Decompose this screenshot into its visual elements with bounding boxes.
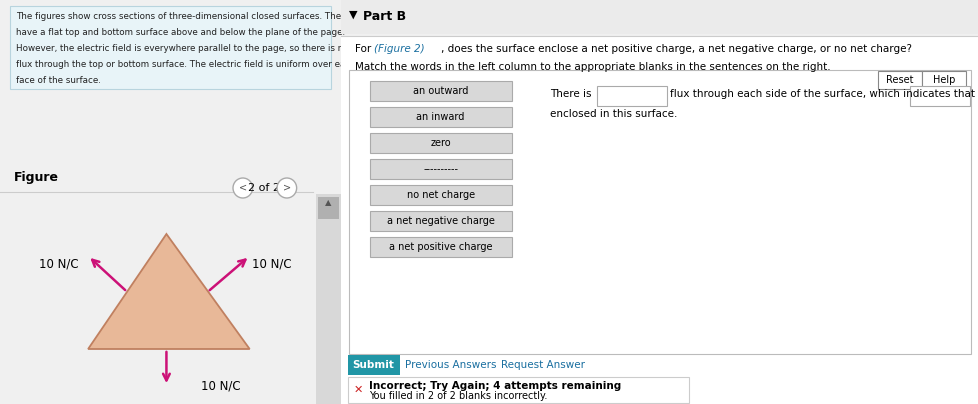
Text: The figures show cross sections of three-dimensional closed surfaces. They: The figures show cross sections of three… (16, 12, 345, 21)
FancyBboxPatch shape (370, 81, 511, 101)
Text: ✕: ✕ (354, 385, 363, 395)
FancyBboxPatch shape (347, 377, 689, 403)
Text: an inward: an inward (416, 112, 465, 122)
FancyBboxPatch shape (370, 107, 511, 127)
FancyBboxPatch shape (316, 194, 340, 404)
FancyBboxPatch shape (318, 197, 338, 219)
Text: >: > (283, 183, 290, 193)
FancyBboxPatch shape (921, 71, 965, 89)
FancyBboxPatch shape (877, 71, 921, 89)
Text: enclosed in this surface.: enclosed in this surface. (550, 109, 677, 119)
Text: flux through each side of the surface, which indicates that there is: flux through each side of the surface, w… (670, 89, 978, 99)
FancyBboxPatch shape (597, 86, 667, 106)
Text: Part B: Part B (362, 10, 405, 23)
Text: Figure: Figure (14, 171, 59, 184)
Text: (Figure 2): (Figure 2) (374, 44, 423, 54)
Text: You filled in 2 of 2 blanks incorrectly.: You filled in 2 of 2 blanks incorrectly. (369, 391, 547, 401)
Text: zero: zero (430, 138, 451, 148)
Text: For: For (354, 44, 374, 54)
FancyBboxPatch shape (340, 0, 978, 34)
Text: Incorrect; Try Again; 4 attempts remaining: Incorrect; Try Again; 4 attempts remaini… (369, 381, 620, 391)
Text: However, the electric field is everywhere parallel to the page, so there is no: However, the electric field is everywher… (16, 44, 348, 53)
Text: a net negative charge: a net negative charge (386, 216, 494, 226)
Text: face of the surface.: face of the surface. (16, 76, 101, 85)
Circle shape (277, 178, 296, 198)
Text: , does the surface enclose a net positive charge, a net negative charge, or no n: , does the surface enclose a net positiv… (440, 44, 911, 54)
FancyBboxPatch shape (10, 6, 331, 89)
Text: 10 N/C: 10 N/C (39, 257, 78, 271)
Text: 2 of 2: 2 of 2 (248, 183, 280, 193)
Text: Help: Help (932, 75, 955, 85)
Text: ----------: ---------- (422, 164, 458, 174)
FancyBboxPatch shape (347, 355, 399, 375)
Circle shape (233, 178, 252, 198)
FancyBboxPatch shape (370, 159, 511, 179)
FancyBboxPatch shape (370, 185, 511, 205)
Text: a net positive charge: a net positive charge (388, 242, 492, 252)
FancyBboxPatch shape (348, 70, 970, 354)
Text: Reset: Reset (885, 75, 912, 85)
Text: have a flat top and bottom surface above and below the plane of the page.: have a flat top and bottom surface above… (16, 28, 344, 37)
FancyBboxPatch shape (370, 133, 511, 153)
Polygon shape (88, 234, 249, 349)
Text: Previous Answers: Previous Answers (404, 360, 496, 370)
Text: <: < (239, 183, 246, 193)
Text: ▼: ▼ (348, 10, 357, 20)
Text: flux through the top or bottom surface. The electric field is uniform over each: flux through the top or bottom surface. … (16, 60, 355, 69)
Text: Submit: Submit (352, 360, 394, 370)
Text: Match the words in the left column to the appropriate blanks in the sentences on: Match the words in the left column to th… (354, 62, 829, 72)
FancyBboxPatch shape (340, 36, 978, 404)
FancyBboxPatch shape (910, 86, 969, 106)
Text: Request Answer: Request Answer (500, 360, 584, 370)
Text: 10 N/C: 10 N/C (252, 257, 291, 271)
Text: no net charge: no net charge (406, 190, 474, 200)
Text: an outward: an outward (413, 86, 467, 96)
FancyBboxPatch shape (370, 211, 511, 231)
Text: 10 N/C: 10 N/C (200, 379, 240, 393)
Text: There is: There is (550, 89, 592, 99)
FancyBboxPatch shape (370, 237, 511, 257)
Text: ▲: ▲ (325, 198, 331, 207)
